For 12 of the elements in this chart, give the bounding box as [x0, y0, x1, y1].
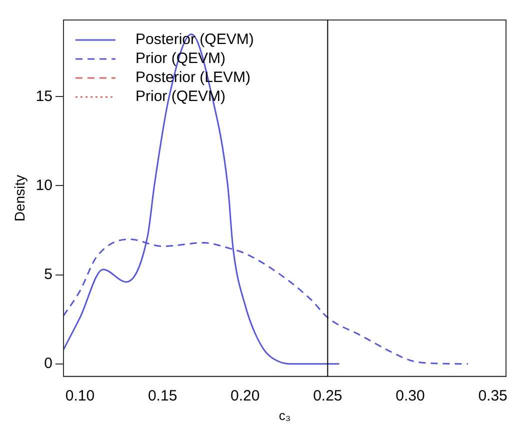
y-tick-label: 10 [36, 176, 52, 194]
x-tick-label: 0.25 [313, 388, 342, 405]
y-tick-label: 0 [44, 355, 52, 372]
y-axis-title: Density [11, 174, 28, 222]
x-tick-label: 0.20 [230, 388, 260, 405]
y-tick-label: 5 [44, 266, 52, 283]
x-axis-title: c₃ [278, 408, 291, 423]
x-tick-label: 0.30 [396, 388, 425, 405]
y-tick-label: 15 [36, 88, 52, 105]
x-tick-label: 0.35 [478, 388, 508, 405]
x-tick-label: 0.10 [65, 388, 95, 405]
x-tick-label: 0.15 [148, 388, 178, 405]
